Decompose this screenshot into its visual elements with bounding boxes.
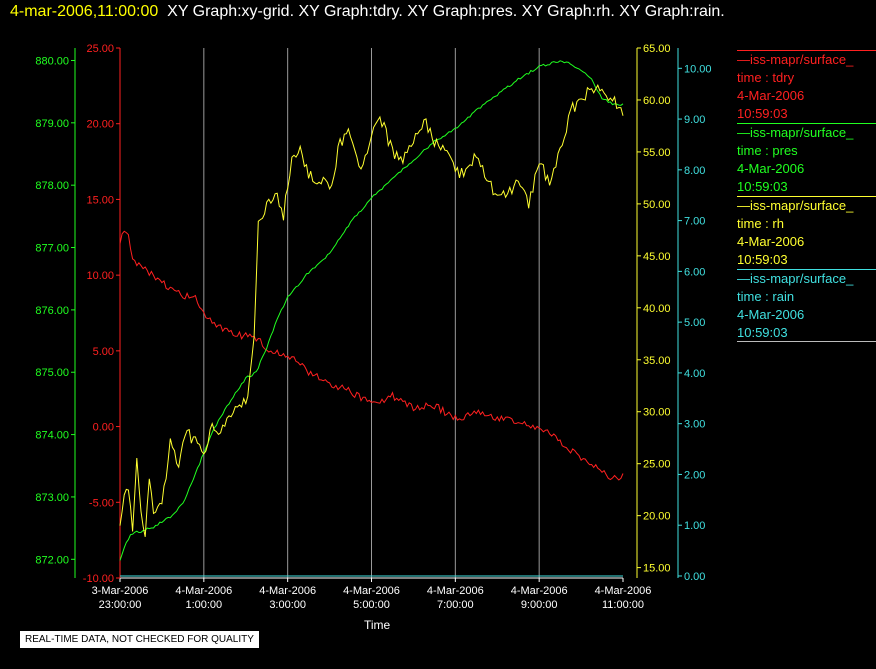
x-tick-label-date: 4-Mar-2006 [175,585,232,597]
legend-separator [737,50,876,51]
pres-tick-label: 877.00 [35,243,69,255]
tdry-tick-label: 0.00 [93,422,114,434]
header-timestamp: 4-mar-2006,11:00:00 [10,3,159,20]
legend-line: time : tdry [737,70,795,85]
rh-tick-label: 45.00 [643,251,671,263]
tdry-tick-label: 5.00 [93,346,114,358]
rain-tick-label: 3.00 [684,419,705,431]
x-tick-label-date: 4-Mar-2006 [595,585,652,597]
rain-tick-label: 4.00 [684,368,705,380]
rain-tick-label: 5.00 [684,317,705,329]
x-tick-label-date: 4-Mar-2006 [511,585,568,597]
rain-tick-label: 7.00 [684,216,705,228]
legend-line: 4-Mar-2006 [737,161,805,176]
tdry-tick-label: -5.00 [89,497,114,509]
x-tick-label-time: 5:00:00 [353,599,390,611]
tdry-tick-label: -10.00 [83,573,114,585]
tdry-tick-label: 10.00 [86,270,114,282]
x-axis-label: Time [364,618,391,632]
x-tick-label-date: 4-Mar-2006 [259,585,316,597]
legend-line: 10:59:03 [737,179,788,194]
legend-entry: —iss-mapr/surface_time : pres 4-Mar-2006 1… [737,124,876,196]
quality-disclaimer: REAL-TIME DATA, NOT CHECKED FOR QUALITY [20,631,259,648]
x-tick-label-time: 1:00:00 [185,599,222,611]
legend-line: 10:59:03 [737,106,788,121]
pres-tick-label: 880.00 [35,55,69,67]
pres-tick-label: 874.00 [35,430,69,442]
header: 4-mar-2006,11:00:00 XY Graph:xy-grid. XY… [10,3,725,21]
x-tick-label-time: 7:00:00 [437,599,474,611]
rain-tick-label: 6.00 [684,266,705,278]
header-graph-titles: XY Graph:xy-grid. XY Graph:tdry. XY Grap… [167,3,725,20]
rain-tick-label: 0.00 [684,571,705,583]
legend-line: 4-Mar-2006 [737,88,805,103]
x-tick-label-time: 3:00:00 [269,599,306,611]
rh-tick-label: 15.00 [643,563,671,575]
rh-tick-label: 60.00 [643,95,671,107]
pres-tick-label: 876.00 [35,305,69,317]
pres-tick-label: 875.00 [35,367,69,379]
legend-line: —iss-mapr/surface_ [737,198,854,213]
legend-line: 4-Mar-2006 [737,307,805,322]
pres-tick-label: 873.00 [35,492,69,504]
legend-line: 10:59:03 [737,325,788,340]
pres-tick-label: 872.00 [35,554,69,566]
rh-tick-label: 25.00 [643,459,671,471]
tdry-tick-label: 25.00 [86,43,114,55]
rain-tick-label: 1.00 [684,520,705,532]
legend-separator [737,123,876,124]
x-tick-label-time: 23:00:00 [99,599,142,611]
rh-tick-label: 50.00 [643,199,671,211]
rh-tick-label: 40.00 [643,303,671,315]
legend-line: time : rain [737,289,795,304]
pres-tick-label: 879.00 [35,118,69,130]
legend-separator [737,196,876,197]
x-tick-label-date: 3-Mar-2006 [92,585,149,597]
rh-tick-label: 55.00 [643,147,671,159]
legend-line: 4-Mar-2006 [737,234,805,249]
legend-entry: —iss-mapr/surface_time : rh 4-Mar-2006 10:… [737,197,876,269]
tdry-tick-label: 20.00 [86,119,114,131]
x-tick-label-date: 4-Mar-2006 [343,585,400,597]
x-tick-label-date: 4-Mar-2006 [427,585,484,597]
rh-tick-label: 20.00 [643,511,671,523]
legend-line: —iss-mapr/surface_ [737,271,854,286]
pres-tick-label: 878.00 [35,180,69,192]
tdry-tick-label: 15.00 [86,194,114,206]
rain-tick-label: 10.00 [684,63,712,75]
legend-line: time : rh [737,216,784,231]
rh-tick-label: 30.00 [643,407,671,419]
legend-separator [737,269,876,270]
series-rh-line [119,84,624,537]
rh-tick-label: 35.00 [643,355,671,367]
rain-tick-label: 2.00 [684,469,705,481]
x-tick-label-time: 9:00:00 [521,599,558,611]
rh-tick-label: 65.00 [643,43,671,55]
legend-line: 10:59:03 [737,252,788,267]
legend-line: —iss-mapr/surface_ [737,125,854,140]
legend-entry: —iss-mapr/surface_time : rain 4-Mar-2006 1… [737,270,876,342]
series-tdry-line [119,230,624,481]
legend-separator [737,341,876,342]
rain-tick-label: 8.00 [684,165,705,177]
legend-line: —iss-mapr/surface_ [737,52,854,67]
rain-tick-label: 9.00 [684,114,705,126]
legend-entry: —iss-mapr/surface_time : tdry 4-Mar-2006 1… [737,51,876,123]
legend-line: time : pres [737,143,798,158]
x-tick-label-time: 11:00:00 [602,599,644,611]
